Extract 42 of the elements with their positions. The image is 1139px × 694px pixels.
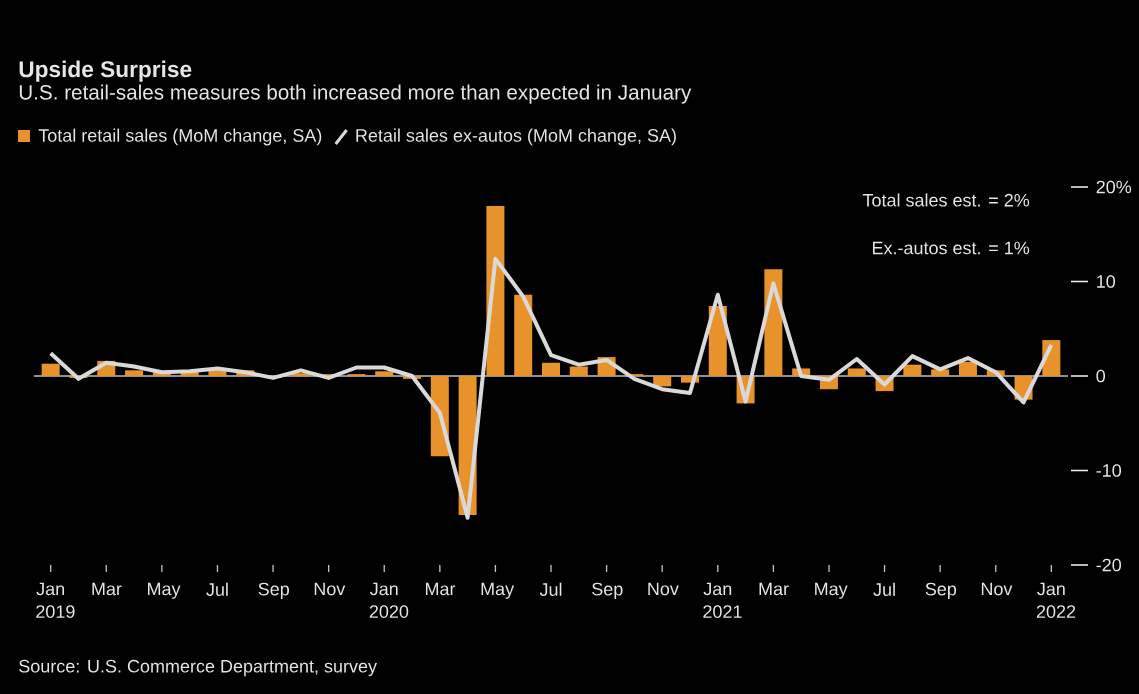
bar bbox=[847, 368, 866, 376]
y-tick-label: 10 bbox=[1097, 275, 1116, 288]
x-tick-label: Sep bbox=[592, 582, 623, 600]
annotation: Total sales est. = 2% bbox=[862, 193, 1030, 207]
chart-title: Upside Surprise bbox=[19, 60, 192, 82]
x-tick-label: Nov bbox=[981, 582, 1013, 596]
x-tick-label: Nov bbox=[648, 582, 679, 596]
x-tick-label: Jul bbox=[206, 582, 228, 596]
chart-subtitle: U.S. retail-sales measures both increased more than expected in January bbox=[19, 84, 692, 104]
y-tick-label: 0 bbox=[1096, 369, 1106, 383]
x-tick-label: Sep bbox=[258, 582, 289, 600]
bar bbox=[542, 362, 561, 376]
x-tick-label: Sep bbox=[925, 582, 957, 600]
y-tick-label: -10 bbox=[1096, 464, 1122, 477]
bar bbox=[903, 364, 922, 376]
legend-label: Retail sales ex-autos (MoM change, SA) bbox=[356, 128, 676, 146]
x-tick-label: Mar bbox=[759, 582, 789, 596]
y-tick-label: -20 bbox=[1096, 558, 1122, 572]
source-note: Source: U.S. Commerce Department, survey bbox=[19, 659, 377, 677]
x-tick-label: Jul bbox=[539, 582, 562, 596]
x-tick-label: Jan 2020 bbox=[369, 582, 409, 618]
bar bbox=[958, 361, 977, 376]
line-series bbox=[48, 256, 1054, 520]
annotation: Ex.-autos est. = 1% bbox=[872, 241, 1030, 255]
x-tick-label: Mar bbox=[425, 582, 456, 596]
x-tick-label: Jan 2022 bbox=[1036, 582, 1076, 618]
y-tick-label: 20% bbox=[1096, 180, 1132, 194]
x-tick-label: May bbox=[815, 582, 848, 599]
x-tick-label: Nov bbox=[314, 582, 346, 596]
bar bbox=[514, 294, 533, 376]
bar bbox=[125, 370, 144, 376]
x-tick-label: Mar bbox=[92, 582, 122, 596]
bar bbox=[569, 366, 588, 376]
x-tick-label: Jan 2021 bbox=[703, 582, 742, 618]
bar bbox=[375, 371, 394, 376]
bar bbox=[653, 376, 672, 387]
bar bbox=[41, 363, 60, 376]
x-tick-label: May bbox=[481, 582, 515, 599]
x-tick-label: May bbox=[148, 582, 181, 599]
x-tick-label: Jul bbox=[873, 582, 895, 596]
legend-label: Total retail sales (MoM change, SA) bbox=[38, 128, 322, 146]
x-tick-label: Jan 2019 bbox=[36, 582, 75, 618]
